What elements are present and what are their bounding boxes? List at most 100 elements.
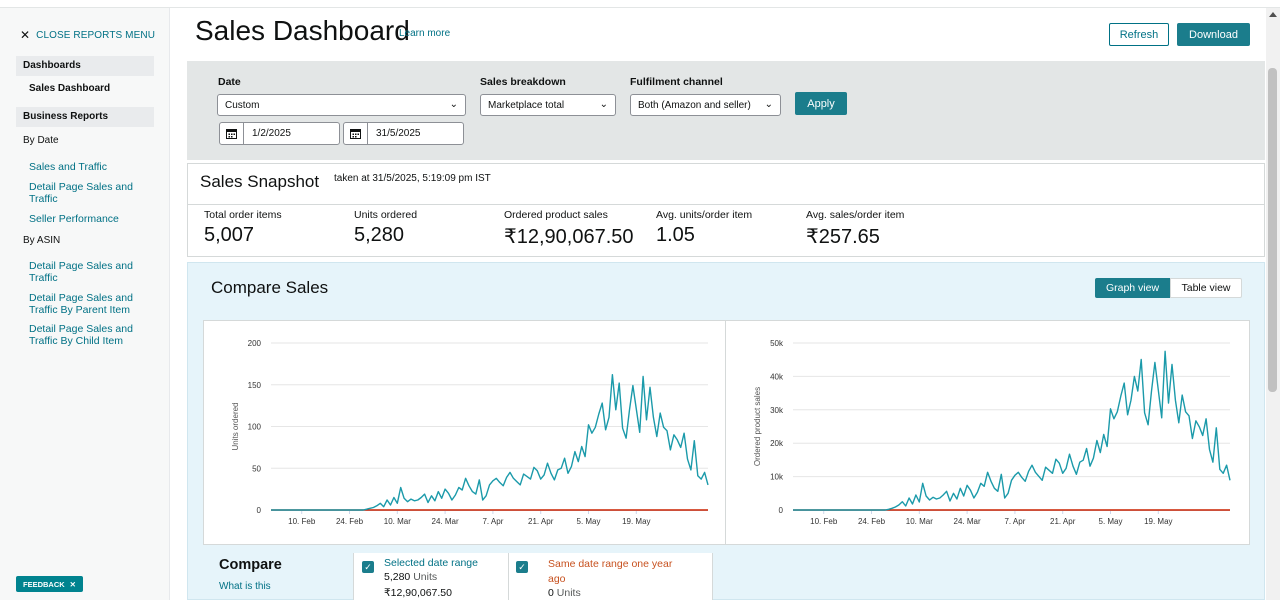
y-tick-label: 10k (770, 473, 784, 482)
start-date-field[interactable]: 1/2/2025 (219, 122, 340, 145)
y-tick-label: 30k (770, 406, 784, 415)
close-icon: ✕ (20, 28, 31, 42)
date-range-value: Custom (225, 100, 260, 111)
browser-top-strip (0, 0, 1280, 8)
legend-previous-year[interactable] (508, 553, 713, 600)
feedback-label: FEEDBACK (23, 579, 65, 589)
y-tick-label: 0 (257, 506, 262, 515)
metric-label-total-order-items: Total order items (204, 209, 282, 221)
x-tick-label: 19. May (1144, 517, 1172, 526)
fulfilment-channel-select[interactable]: Both (Amazon and seller) ⌄ (630, 94, 781, 116)
what-is-this-link[interactable]: What is this (219, 581, 271, 592)
x-tick-label: 24. Feb (336, 517, 364, 526)
legend-selected-date-range[interactable] (353, 553, 508, 600)
units-ordered-chart: 0 50 100 150 200 Units ordered 10. Feb 24. Feb 1… (231, 339, 709, 526)
metric-value-units-ordered: 5,280 (354, 224, 405, 246)
metric-value-ordered-product-sales: ₹12,90,067.50 (504, 226, 634, 248)
end-date-field[interactable]: 31/5/2025 (343, 122, 464, 145)
graph-view-tab[interactable]: Graph view (1095, 278, 1170, 298)
metric-label-ordered-product-sales: Ordered product sales (504, 209, 608, 221)
y-tick-label: 0 (779, 506, 784, 515)
sidebar-item-sales-dashboard[interactable]: Sales Dashboard (29, 83, 111, 94)
metric-label-avg-units: Avg. units/order item (656, 209, 753, 221)
fulfilment-channel-label: Fulfilment channel (630, 76, 723, 88)
units-word: Units (413, 571, 438, 583)
sales-breakdown-label: Sales breakdown (480, 76, 566, 88)
units-word: Units (556, 587, 581, 599)
x-tick-label: 24. Feb (858, 517, 886, 526)
date-filter-label: Date (218, 76, 241, 88)
sidebar-group-by-asin: By ASIN (23, 235, 61, 246)
sidebar-item-asin-by-parent[interactable]: Detail Page Sales and Traffic By Parent … (29, 292, 133, 316)
sidebar-section-business-reports[interactable]: Business Reports (16, 107, 154, 127)
close-reports-menu-button[interactable]: ✕ CLOSE REPORTS MENU (20, 28, 155, 42)
sales-snapshot-title: Sales Snapshot (200, 172, 320, 191)
sidebar-item-asin-by-child[interactable]: Detail Page Sales and Traffic By Child I… (29, 323, 133, 347)
page-title: Sales Dashboard (195, 15, 410, 46)
sidebar-section-dashboards[interactable]: Dashboards (16, 56, 154, 76)
divider (188, 204, 1264, 205)
sidebar-item-seller-performance[interactable]: Seller Performance (29, 213, 119, 225)
y-axis-label: Units ordered (231, 402, 240, 450)
ordered-product-sales-chart: 0 10k 20k 30k 40k 50k Ordered product sales 10.… (753, 339, 1231, 526)
download-button[interactable]: Download (1177, 23, 1250, 46)
compare-sales-title: Compare Sales (211, 278, 329, 297)
y-axis-label: Ordered product sales (753, 387, 762, 466)
x-tick-label: 21. Apr (1050, 517, 1076, 526)
close-reports-menu-label: CLOSE REPORTS MENU (36, 29, 156, 41)
x-tick-label: 7. Apr (482, 517, 503, 526)
x-tick-label: 24. Mar (432, 517, 459, 526)
x-tick-label: 24. Mar (954, 517, 981, 526)
chevron-down-icon: ⌄ (449, 99, 458, 110)
previous-year-label: Same date range one year ago (548, 558, 673, 585)
fulfilment-channel-value: Both (Amazon and seller) (638, 100, 751, 111)
selected-range-label: Selected date range (384, 557, 478, 569)
calendar-icon[interactable] (220, 123, 244, 144)
x-tick-label: 5. May (1099, 517, 1123, 526)
divider (725, 321, 726, 544)
table-view-tab[interactable]: Table view (1170, 278, 1242, 298)
y-tick-label: 150 (248, 381, 262, 390)
sidebar-item-asin-detail-page[interactable]: Detail Page Sales and Traffic (29, 260, 133, 284)
chevron-down-icon: ⌄ (599, 99, 608, 110)
x-tick-label: 10. Feb (288, 517, 316, 526)
calendar-icon[interactable] (344, 123, 368, 144)
y-tick-label: 40k (770, 372, 784, 381)
sales-breakdown-select[interactable]: Marketplace total ⌄ (480, 94, 616, 116)
x-tick-label: 10. Mar (384, 517, 411, 526)
previous-year-units: 0 Units (548, 587, 581, 599)
close-icon[interactable]: ✕ (69, 579, 76, 589)
learn-more-link[interactable]: Learn more (399, 28, 451, 39)
y-tick-label: 50 (252, 464, 261, 473)
sidebar-group-by-date: By Date (23, 135, 59, 146)
chevron-down-icon: ⌄ (764, 99, 773, 110)
series-line-selected-range (271, 374, 709, 511)
metric-value-avg-units: 1.05 (656, 224, 695, 246)
metric-value-total-order-items: 5,007 (204, 224, 255, 246)
scroll-up-arrow-icon[interactable] (1269, 12, 1277, 17)
apply-button[interactable]: Apply (795, 92, 847, 115)
x-tick-label: 10. Feb (810, 517, 838, 526)
reports-sidebar (0, 8, 170, 600)
scrollbar-thumb[interactable] (1268, 68, 1277, 392)
date-range-select[interactable]: Custom ⌄ (217, 94, 466, 116)
y-tick-label: 100 (248, 423, 262, 432)
selected-units-value: 5,280 (384, 571, 411, 583)
x-tick-label: 19. May (622, 517, 650, 526)
sidebar-item-sales-and-traffic[interactable]: Sales and Traffic (29, 161, 108, 173)
x-tick-label: 5. May (577, 517, 601, 526)
feedback-button[interactable]: FEEDBACK ✕ (16, 576, 83, 592)
prior-units-value: 0 (548, 587, 554, 599)
compare-label: Compare (219, 557, 282, 573)
metric-label-avg-sales: Avg. sales/order item (806, 209, 905, 221)
end-date-value: 31/5/2025 (376, 128, 421, 139)
previous-year-checkbox[interactable]: ✓ (516, 561, 528, 573)
sidebar-item-detail-page-sales-traffic[interactable]: Detail Page Sales and Traffic (29, 181, 133, 205)
metric-value-avg-sales: ₹257.65 (806, 226, 880, 248)
y-tick-label: 50k (770, 339, 784, 348)
x-tick-label: 10. Mar (906, 517, 933, 526)
sales-breakdown-value: Marketplace total (488, 100, 565, 111)
selected-range-checkbox[interactable]: ✓ (362, 561, 374, 573)
refresh-button[interactable]: Refresh (1109, 23, 1169, 46)
metric-label-units-ordered: Units ordered (354, 209, 418, 221)
